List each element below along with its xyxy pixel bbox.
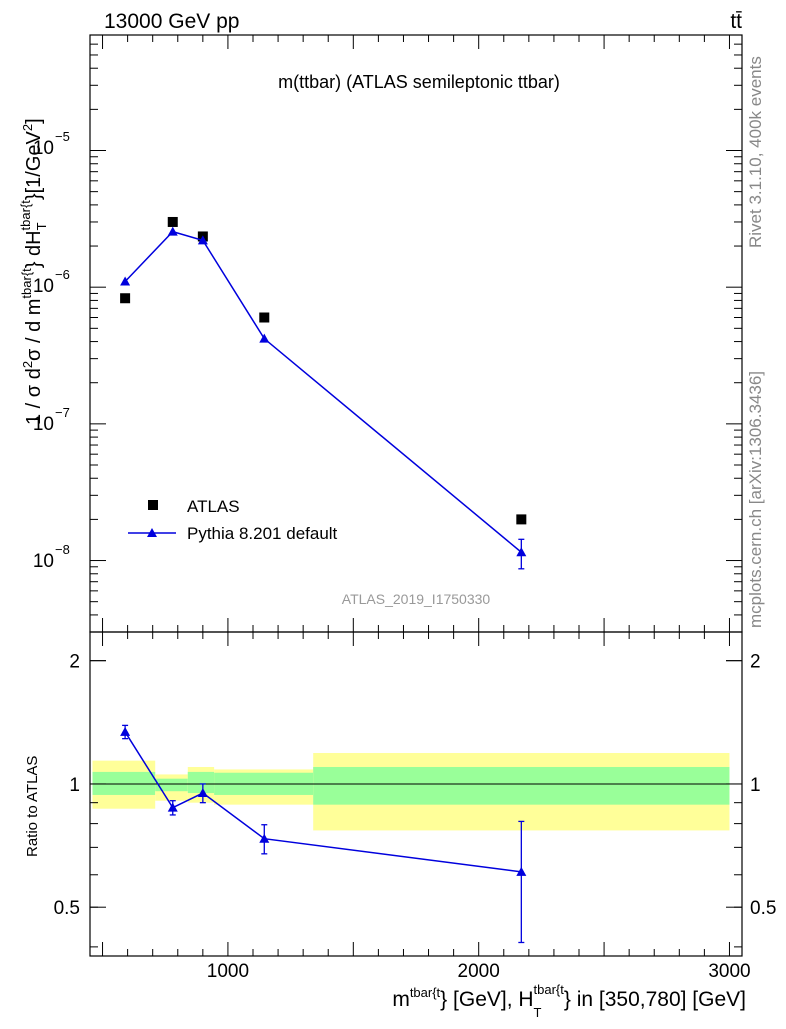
svg-text:−5: −5 bbox=[55, 129, 70, 144]
ratio-data-point bbox=[516, 866, 527, 876]
ratio-data-point bbox=[120, 726, 131, 736]
ratio-y-tick-label-right: 0.5 bbox=[750, 898, 776, 919]
mcplots-credit-label: mcplots.cern.ch [arXiv:1306.3436] bbox=[746, 371, 765, 628]
ratio-band-green-1 bbox=[155, 778, 188, 792]
svg-text:−6: −6 bbox=[55, 267, 70, 282]
pythia-data-point bbox=[516, 547, 527, 557]
pythia-data-point bbox=[259, 333, 270, 343]
pythia-line bbox=[124, 230, 522, 553]
y-tick-label-1e-8: 10 −8 bbox=[33, 542, 70, 572]
atlas-data-point bbox=[120, 293, 131, 304]
svg-text:−8: −8 bbox=[55, 542, 70, 557]
svg-text:−7: −7 bbox=[55, 405, 70, 420]
svg-text:10: 10 bbox=[33, 551, 54, 572]
ratio-uncertainty-bands bbox=[90, 753, 742, 831]
svg-text:10: 10 bbox=[33, 138, 54, 159]
atlas-data-point bbox=[516, 514, 527, 525]
ratio-y-tick-label-right: 1 bbox=[750, 775, 761, 796]
y-tick-label-1e-6: 10 −6 bbox=[33, 267, 70, 297]
ratio-data-point bbox=[259, 833, 270, 843]
atlas-data-point bbox=[259, 312, 270, 323]
ratio-band-green-0 bbox=[92, 771, 156, 795]
legend-pythia-label: Pythia 8.201 default bbox=[187, 524, 338, 543]
legend-atlas-marker bbox=[148, 500, 158, 510]
pythia-data-point bbox=[120, 276, 131, 286]
plot-title: m(ttbar) (ATLAS semileptonic ttbar) bbox=[278, 72, 560, 92]
svg-text:10: 10 bbox=[33, 276, 54, 297]
ratio-y-axis-label: Ratio to ATLAS bbox=[24, 756, 41, 857]
energy-label: 13000 GeV pp bbox=[104, 10, 239, 33]
ratio-y-tick-label-left: 2 bbox=[69, 652, 80, 673]
ratio-y-tick-label-left: 1 bbox=[69, 775, 80, 796]
ratio-y-tick-label-left: 0.5 bbox=[54, 898, 80, 919]
plot-frames bbox=[89, 34, 743, 957]
ratio-data-point bbox=[167, 802, 178, 812]
x-tick-label: 3000 bbox=[708, 961, 750, 982]
analysis-label: ATLAS_2019_I1750330 bbox=[342, 591, 491, 607]
svg-text:10: 10 bbox=[33, 414, 54, 435]
x-tick-label: 1000 bbox=[207, 961, 249, 982]
legend-atlas-label: ATLAS bbox=[187, 497, 240, 516]
legend-pythia-marker bbox=[147, 528, 157, 537]
x-tick-label: 2000 bbox=[458, 961, 500, 982]
rivet-version-label: Rivet 3.1.10, 400k events bbox=[746, 56, 765, 248]
axis-ticks: 1000 2000 3000 2 2 1 1 0.5 0.5 bbox=[54, 35, 776, 982]
data-series bbox=[120, 216, 527, 944]
x-axis-label: mtbar{t} [GeV], HTtbar{t} in [350,780] [… bbox=[392, 982, 746, 1020]
pythia-data-point bbox=[167, 226, 178, 236]
ratio-y-tick-label-right: 2 bbox=[750, 652, 761, 673]
legend: ATLAS Pythia 8.201 default bbox=[128, 497, 338, 543]
y-tick-label-1e-7: 10 −7 bbox=[33, 405, 70, 435]
pythia-data-point bbox=[197, 235, 208, 245]
y-tick-label-1e-5: 10 −5 bbox=[33, 129, 70, 159]
process-label: tt̄ bbox=[730, 10, 742, 33]
main-y-axis-label: 1 / σ d2σ / d mtbar{t} dHTtbar{t}[1/GeV2… bbox=[18, 118, 49, 425]
ratio-data-point bbox=[197, 788, 208, 798]
ratio-band-green-4 bbox=[313, 766, 730, 805]
ratio-band-green-2 bbox=[187, 771, 215, 794]
atlas-data-point bbox=[167, 216, 178, 227]
ratio-panel-frame bbox=[89, 631, 743, 957]
